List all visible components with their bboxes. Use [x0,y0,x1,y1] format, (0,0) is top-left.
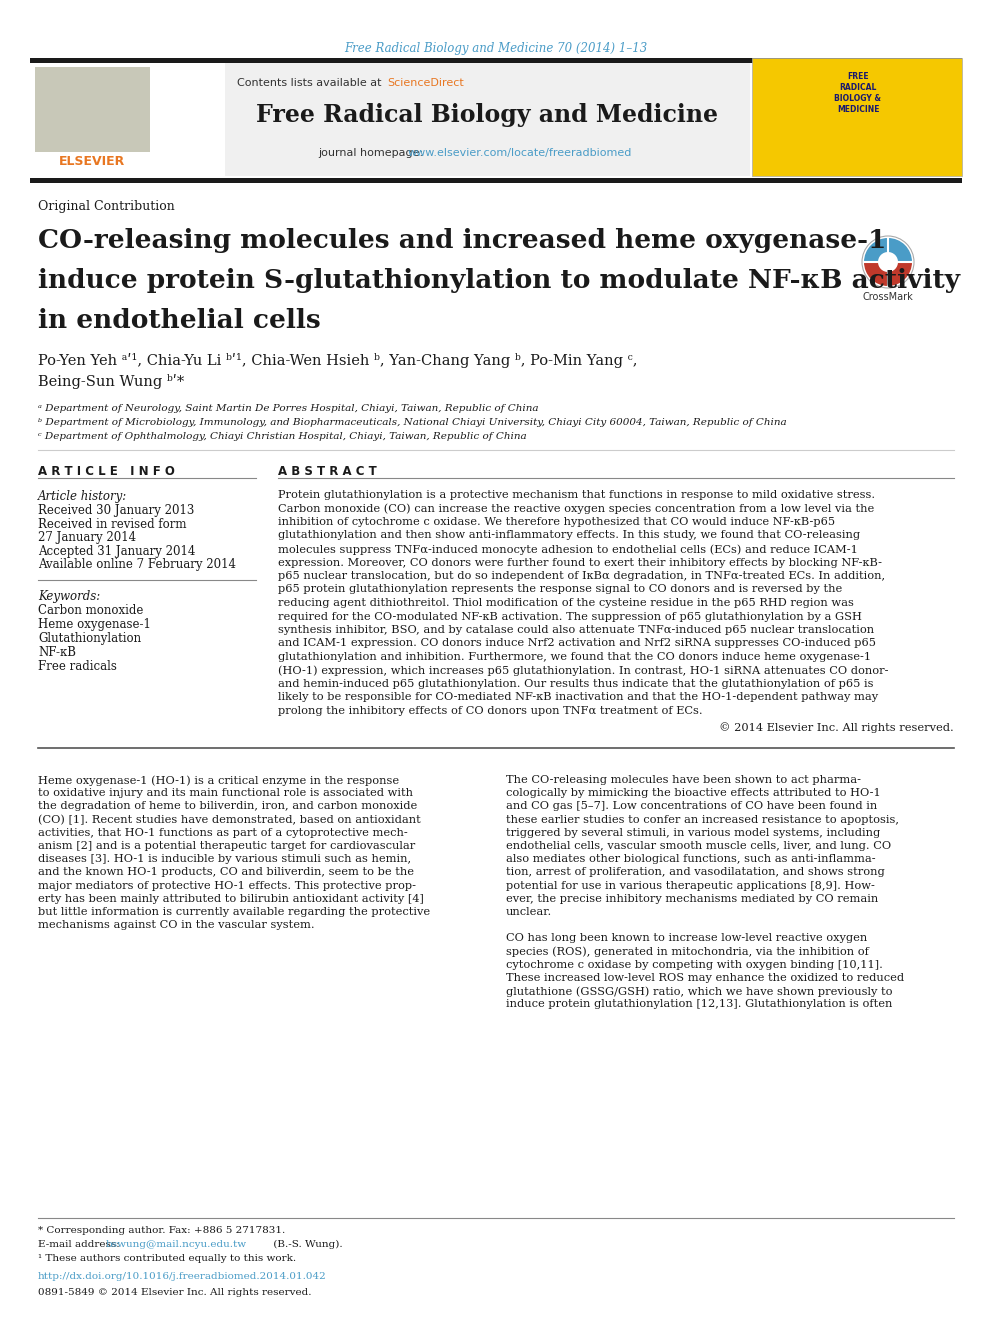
Text: journal homepage:: journal homepage: [318,148,427,157]
Bar [752,58,962,176]
Text: Free radicals: Free radicals [38,660,117,673]
Text: prolong the inhibitory effects of CO donors upon TNFα treatment of ECs.: prolong the inhibitory effects of CO don… [278,706,702,716]
Text: FREE
RADICAL
BIOLOGY &
MEDICINE: FREE RADICAL BIOLOGY & MEDICINE [834,71,882,114]
Text: Article history:: Article history: [38,490,127,503]
Circle shape [878,251,898,273]
Text: Received in revised form: Received in revised form [38,517,186,531]
Bar [30,64,225,176]
Text: reducing agent dithiothreitol. Thiol modification of the cysteine residue in the: reducing agent dithiothreitol. Thiol mod… [278,598,854,609]
Text: and hemin-induced p65 glutathionylation. Our results thus indicate that the glut: and hemin-induced p65 glutathionylation.… [278,679,874,689]
Text: ᵃ Department of Neurology, Saint Martin De Porres Hospital, Chiayi, Taiwan, Repu: ᵃ Department of Neurology, Saint Martin … [38,404,539,413]
Text: but little information is currently available regarding the protective: but little information is currently avai… [38,908,431,917]
Text: Po-Yen Yeh ᵃʹ¹, Chia-Yu Li ᵇʹ¹, Chia-Wen Hsieh ᵇ, Yan-Chang Yang ᵇ, Po-Min Yang : Po-Yen Yeh ᵃʹ¹, Chia-Yu Li ᵇʹ¹, Chia-Wen… [38,353,638,368]
Text: ᵇ Department of Microbiology, Immunology, and Biopharmaceuticals, National Chiay: ᵇ Department of Microbiology, Immunology… [38,418,787,427]
Wedge shape [864,238,912,262]
Text: (CO) [1]. Recent studies have demonstrated, based on antioxidant: (CO) [1]. Recent studies have demonstrat… [38,815,421,826]
Text: synthesis inhibitor, BSO, and by catalase could also attenuate TNFα-induced p65 : synthesis inhibitor, BSO, and by catalas… [278,624,874,635]
Text: Being-Sun Wung ᵇʹ*: Being-Sun Wung ᵇʹ* [38,374,185,389]
Text: CO has long been known to increase low-level reactive oxygen: CO has long been known to increase low-l… [506,934,867,943]
Text: NF-κB: NF-κB [38,646,76,659]
Text: triggered by several stimuli, in various model systems, including: triggered by several stimuli, in various… [506,828,880,837]
Text: mechanisms against CO in the vascular system.: mechanisms against CO in the vascular sy… [38,921,314,930]
Text: bswung@mail.ncyu.edu.tw: bswung@mail.ncyu.edu.tw [106,1240,247,1249]
Text: and ICAM-1 expression. CO donors induce Nrf2 activation and Nrf2 siRNA suppresse: and ICAM-1 expression. CO donors induce … [278,639,876,648]
Text: ScienceDirect: ScienceDirect [387,78,463,89]
Text: and the known HO-1 products, CO and biliverdin, seem to be the: and the known HO-1 products, CO and bili… [38,868,414,877]
Text: © 2014 Elsevier Inc. All rights reserved.: © 2014 Elsevier Inc. All rights reserved… [719,722,954,733]
Text: ᶜ Department of Ophthalmology, Chiayi Christian Hospital, Chiayi, Taiwan, Republ: ᶜ Department of Ophthalmology, Chiayi Ch… [38,433,527,441]
Bar [35,67,150,152]
Text: in endothelial cells: in endothelial cells [38,308,320,333]
Text: induce protein glutathionylation [12,13]. Glutathionylation is often: induce protein glutathionylation [12,13]… [506,999,893,1009]
Text: induce protein S-glutathionylation to modulate NF-κB activity: induce protein S-glutathionylation to mo… [38,269,960,292]
Text: major mediators of protective HO-1 effects. This protective prop-: major mediators of protective HO-1 effec… [38,881,416,890]
Text: Protein glutathionylation is a protective mechanism that functions in response t: Protein glutathionylation is a protectiv… [278,490,875,500]
Text: E-mail address:: E-mail address: [38,1240,123,1249]
Text: Heme oxygenase-1 (HO-1) is a critical enzyme in the response: Heme oxygenase-1 (HO-1) is a critical en… [38,775,399,786]
Text: the degradation of heme to biliverdin, iron, and carbon monoxide: the degradation of heme to biliverdin, i… [38,802,418,811]
Text: diseases [3]. HO-1 is inducible by various stimuli such as hemin,: diseases [3]. HO-1 is inducible by vario… [38,855,411,864]
Text: Free Radical Biology and Medicine 70 (2014) 1–13: Free Radical Biology and Medicine 70 (20… [344,42,648,56]
Text: expression. Moreover, CO donors were further found to exert their inhibitory eff: expression. Moreover, CO donors were fur… [278,557,882,568]
Text: (HO-1) expression, which increases p65 glutathionylation. In contrast, HO-1 siRN: (HO-1) expression, which increases p65 g… [278,665,889,676]
Text: these earlier studies to confer an increased resistance to apoptosis,: these earlier studies to confer an incre… [506,815,899,824]
Text: The CO-releasing molecules have been shown to act pharma-: The CO-releasing molecules have been sho… [506,775,861,785]
Text: also mediates other biological functions, such as anti-inflamma-: also mediates other biological functions… [506,855,876,864]
Text: Carbon monoxide: Carbon monoxide [38,605,144,617]
Text: unclear.: unclear. [506,908,553,917]
Text: Available online 7 February 2014: Available online 7 February 2014 [38,558,236,572]
Text: anism [2] and is a potential therapeutic target for cardiovascular: anism [2] and is a potential therapeutic… [38,841,416,851]
Text: tion, arrest of proliferation, and vasodilatation, and shows strong: tion, arrest of proliferation, and vasod… [506,868,885,877]
Text: Accepted 31 January 2014: Accepted 31 January 2014 [38,545,195,557]
Text: p65 protein glutathionylation represents the response signal to CO donors and is: p65 protein glutathionylation represents… [278,585,842,594]
Text: Glutathionylation: Glutathionylation [38,632,141,646]
Text: http://dx.doi.org/10.1016/j.freeradbiomed.2014.01.042: http://dx.doi.org/10.1016/j.freeradbiome… [38,1271,326,1281]
Text: 27 January 2014: 27 January 2014 [38,531,136,544]
Text: activities, that HO-1 functions as part of a cytoprotective mech-: activities, that HO-1 functions as part … [38,828,408,837]
Bar [30,58,962,64]
Text: cologically by mimicking the bioactive effects attributed to HO-1: cologically by mimicking the bioactive e… [506,789,881,798]
Bar [30,179,962,183]
Text: potential for use in various therapeutic applications [8,9]. How-: potential for use in various therapeutic… [506,881,875,890]
Text: required for the CO-modulated NF-κB activation. The suppression of p65 glutathio: required for the CO-modulated NF-κB acti… [278,611,862,622]
Text: * Corresponding author. Fax: +886 5 2717831.: * Corresponding author. Fax: +886 5 2717… [38,1226,286,1234]
Text: species (ROS), generated in mitochondria, via the inhibition of: species (ROS), generated in mitochondria… [506,946,869,957]
Text: Contents lists available at: Contents lists available at [237,78,385,89]
Text: CrossMark: CrossMark [863,292,914,302]
Text: p65 nuclear translocation, but do so independent of IκBα degradation, in TNFα-tr: p65 nuclear translocation, but do so ind… [278,572,885,581]
Text: Carbon monoxide (CO) can increase the reactive oxygen species concentration from: Carbon monoxide (CO) can increase the re… [278,504,874,515]
Text: ELSEVIER: ELSEVIER [59,155,125,168]
Text: and CO gas [5–7]. Low concentrations of CO have been found in: and CO gas [5–7]. Low concentrations of … [506,802,877,811]
Text: Keywords:: Keywords: [38,590,100,603]
Text: likely to be responsible for CO-mediated NF-κB inactivation and that the HO-1-de: likely to be responsible for CO-mediated… [278,692,878,703]
Text: Free Radical Biology and Medicine: Free Radical Biology and Medicine [256,103,718,127]
Text: cytochrome c oxidase by competing with oxygen binding [10,11].: cytochrome c oxidase by competing with o… [506,959,883,970]
Text: erty has been mainly attributed to bilirubin antioxidant activity [4]: erty has been mainly attributed to bilir… [38,894,424,904]
Text: A R T I C L E   I N F O: A R T I C L E I N F O [38,464,175,478]
Text: www.elsevier.com/locate/freeradbiomed: www.elsevier.com/locate/freeradbiomed [408,148,632,157]
Text: Original Contribution: Original Contribution [38,200,175,213]
Text: inhibition of cytochrome c oxidase. We therefore hypothesized that CO would indu: inhibition of cytochrome c oxidase. We t… [278,517,835,527]
Text: Heme oxygenase-1: Heme oxygenase-1 [38,618,151,631]
Wedge shape [864,262,912,286]
Text: endothelial cells, vascular smooth muscle cells, liver, and lung. CO: endothelial cells, vascular smooth muscl… [506,841,891,851]
Text: glutathionylation and inhibition. Furthermore, we found that the CO donors induc: glutathionylation and inhibition. Furthe… [278,652,871,662]
Text: A B S T R A C T: A B S T R A C T [278,464,377,478]
Text: glutathionylation and then show anti-inflammatory effects. In this study, we fou: glutathionylation and then show anti-inf… [278,531,860,541]
Text: (B.-S. Wung).: (B.-S. Wung). [270,1240,342,1249]
Circle shape [862,235,914,288]
Text: CO-releasing molecules and increased heme oxygenase-1: CO-releasing molecules and increased hem… [38,228,887,253]
Text: These increased low-level ROS may enhance the oxidized to reduced: These increased low-level ROS may enhanc… [506,972,904,983]
Bar [225,64,750,176]
Text: 0891-5849 © 2014 Elsevier Inc. All rights reserved.: 0891-5849 © 2014 Elsevier Inc. All right… [38,1289,311,1297]
Text: to oxidative injury and its main functional role is associated with: to oxidative injury and its main functio… [38,789,413,798]
Text: ever, the precise inhibitory mechanisms mediated by CO remain: ever, the precise inhibitory mechanisms … [506,894,878,904]
Text: glutathione (GSSG/GSH) ratio, which we have shown previously to: glutathione (GSSG/GSH) ratio, which we h… [506,986,893,996]
Text: ¹ These authors contributed equally to this work.: ¹ These authors contributed equally to t… [38,1254,297,1263]
Text: Received 30 January 2013: Received 30 January 2013 [38,504,194,517]
Text: molecules suppress TNFα-induced monocyte adhesion to endothelial cells (ECs) and: molecules suppress TNFα-induced monocyte… [278,544,858,554]
